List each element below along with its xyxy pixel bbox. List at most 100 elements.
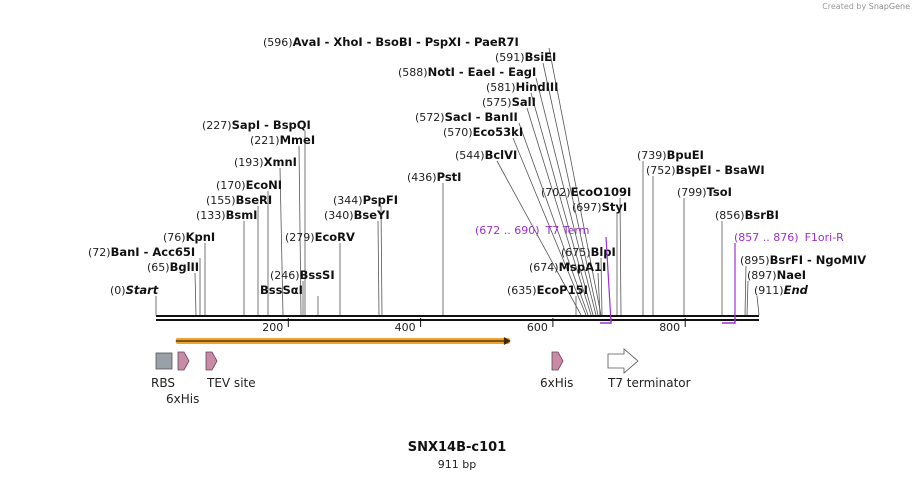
enzyme-label[interactable]: (170)EcoNI — [216, 178, 282, 192]
cut-line — [526, 107, 592, 316]
enzyme-position: (675) — [561, 246, 591, 259]
enzyme-name: NaeI — [777, 268, 806, 282]
enzyme-position: (575) — [482, 96, 512, 109]
enzyme-name: EcoP15I — [537, 283, 588, 297]
cut-line — [746, 280, 749, 316]
cut-line — [619, 197, 622, 316]
enzyme-label[interactable]: (739)BpuEI — [637, 148, 704, 162]
enzyme-name: BsrFI - NgoMIV — [770, 253, 867, 267]
enzyme-position: (588) — [398, 66, 428, 79]
snapgene-credit: Created by SnapGene — [822, 2, 910, 11]
enzyme-position: (799) — [677, 186, 707, 199]
enzyme-label[interactable]: (895)BsrFI - NgoMIV — [740, 253, 866, 267]
enzyme-position: (279) — [285, 231, 315, 244]
enzyme-label[interactable]: (575)SalI — [482, 95, 536, 109]
cut-line — [600, 257, 603, 316]
cut-line — [535, 77, 597, 316]
enzyme-label[interactable]: (674)MspA1I — [529, 260, 606, 274]
enzyme-label[interactable]: (570)Eco53kI — [443, 125, 523, 139]
enzyme-label[interactable]: (65)BglII — [147, 260, 199, 274]
feature-label: 6xHis — [166, 392, 199, 406]
enzyme-label[interactable]: (72)BanI - Acc65I — [88, 245, 195, 259]
enzyme-label[interactable]: (856)BsrBI — [715, 208, 779, 222]
enzyme-label[interactable]: BssSαI — [260, 283, 303, 297]
rbs-feature[interactable] — [155, 352, 173, 370]
feature-arrow[interactable] — [205, 351, 218, 371]
enzyme-name: XmnI — [264, 155, 297, 169]
enzyme-name: HindIII — [516, 80, 559, 94]
enzyme-label[interactable]: (799)TsoI — [677, 185, 732, 199]
enzyme-label[interactable]: (897)NaeI — [747, 268, 806, 282]
enzyme-name: SalI — [512, 95, 536, 109]
cut-line — [377, 220, 380, 316]
cut-line — [548, 47, 602, 316]
enzyme-label[interactable]: (635)EcoP15I — [507, 283, 588, 297]
enzyme-name: TsoI — [707, 185, 732, 199]
enzyme-name: PstI — [437, 170, 462, 184]
primer-binding-arrow — [722, 318, 736, 324]
cut-line — [530, 92, 594, 316]
enzyme-label[interactable]: (340)BseYI — [324, 208, 390, 222]
construct-length: 911 bp — [437, 458, 477, 471]
enzyme-label[interactable]: (344)PspFI — [333, 193, 398, 207]
enzyme-position: (897) — [747, 269, 777, 282]
feature-arrow[interactable] — [551, 351, 564, 371]
enzyme-label[interactable]: (193)XmnI — [234, 155, 297, 169]
cut-line — [518, 122, 589, 316]
enzyme-label[interactable]: (591)BsiEI — [495, 50, 556, 64]
enzyme-name: BclVI — [485, 148, 518, 162]
enzyme-label[interactable]: (246)BssSI — [270, 268, 335, 282]
enzyme-name: AvaI - XhoI - BsoBI - PspXI - PaeR7I — [293, 35, 519, 49]
enzyme-label[interactable]: (227)SapI - BspQI — [202, 118, 311, 132]
enzyme-position: (570) — [443, 126, 473, 139]
enzyme-position: (344) — [333, 194, 363, 207]
cut-line — [298, 145, 302, 316]
enzyme-label[interactable]: (544)BclVI — [455, 148, 517, 162]
enzyme-label[interactable]: (572)SacI - BanII — [415, 110, 518, 124]
primer-binding-arrow — [600, 318, 612, 324]
enzyme-label[interactable]: (752)BspEI - BsaWI — [646, 163, 765, 177]
enzyme-label[interactable]: (133)BsmI — [196, 208, 257, 222]
enzyme-label[interactable]: (697)StyI — [572, 200, 627, 214]
enzyme-label[interactable]: (155)BseRI — [206, 193, 272, 207]
enzyme-position: (170) — [216, 179, 246, 192]
enzyme-position: (739) — [637, 149, 667, 162]
primer-name: F1ori-R — [805, 231, 845, 244]
primer-label[interactable]: (857 .. 876) F1ori-R — [734, 231, 844, 244]
feature-track: RBS 6xHis TEV site 6xHis T7 terminator — [151, 348, 691, 406]
enzyme-label[interactable]: (76)KpnI — [163, 230, 215, 244]
enzyme-name: BsmI — [226, 208, 258, 222]
enzyme-label[interactable]: (436)PstI — [407, 170, 461, 184]
ruler-tick-label: 400 — [395, 321, 416, 334]
enzyme-label[interactable]: (0)Start — [110, 283, 159, 297]
enzyme-label[interactable]: (588)NotI - EaeI - EagI — [398, 65, 536, 79]
feature-label: 6xHis — [540, 376, 573, 390]
ruler-tick-label: 600 — [527, 321, 548, 334]
enzyme-position: (702) — [541, 186, 571, 199]
enzyme-label[interactable]: (221)MmeI — [250, 133, 315, 147]
enzyme-position: (0) — [110, 284, 126, 297]
enzyme-label[interactable]: (581)HindIII — [486, 80, 558, 94]
enzyme-label[interactable]: (675)BlpI — [561, 245, 616, 259]
enzyme-name: EcoNI — [246, 178, 282, 192]
primer-label[interactable]: (672 .. 690) T7 Term — [475, 224, 589, 237]
enzyme-position: (572) — [415, 111, 445, 124]
terminator-feature[interactable] — [607, 348, 639, 374]
ruler-tick-label: 800 — [659, 321, 680, 334]
enzyme-position: (697) — [572, 201, 602, 214]
cut-line — [279, 167, 284, 316]
enzyme-name: Start — [126, 283, 159, 297]
enzyme-label[interactable]: (702)EcoO109I — [541, 185, 631, 199]
enzyme-label[interactable]: (279)EcoRV — [285, 230, 355, 244]
ruler-tick-label: 200 — [262, 321, 283, 334]
feature-arrow[interactable] — [177, 351, 190, 371]
enzyme-name: BseRI — [236, 193, 273, 207]
enzyme-name: BsiEI — [525, 50, 557, 64]
enzyme-name: End — [784, 283, 809, 297]
enzyme-label[interactable]: (911)End — [754, 283, 809, 297]
ruler: 200 400 600 800 — [262, 318, 686, 334]
enzyme-label[interactable]: (596)AvaI - XhoI - BsoBI - PspXI - PaeR7… — [263, 35, 519, 49]
feature-label: RBS — [151, 376, 175, 390]
feature-label: T7 terminator — [607, 376, 691, 390]
